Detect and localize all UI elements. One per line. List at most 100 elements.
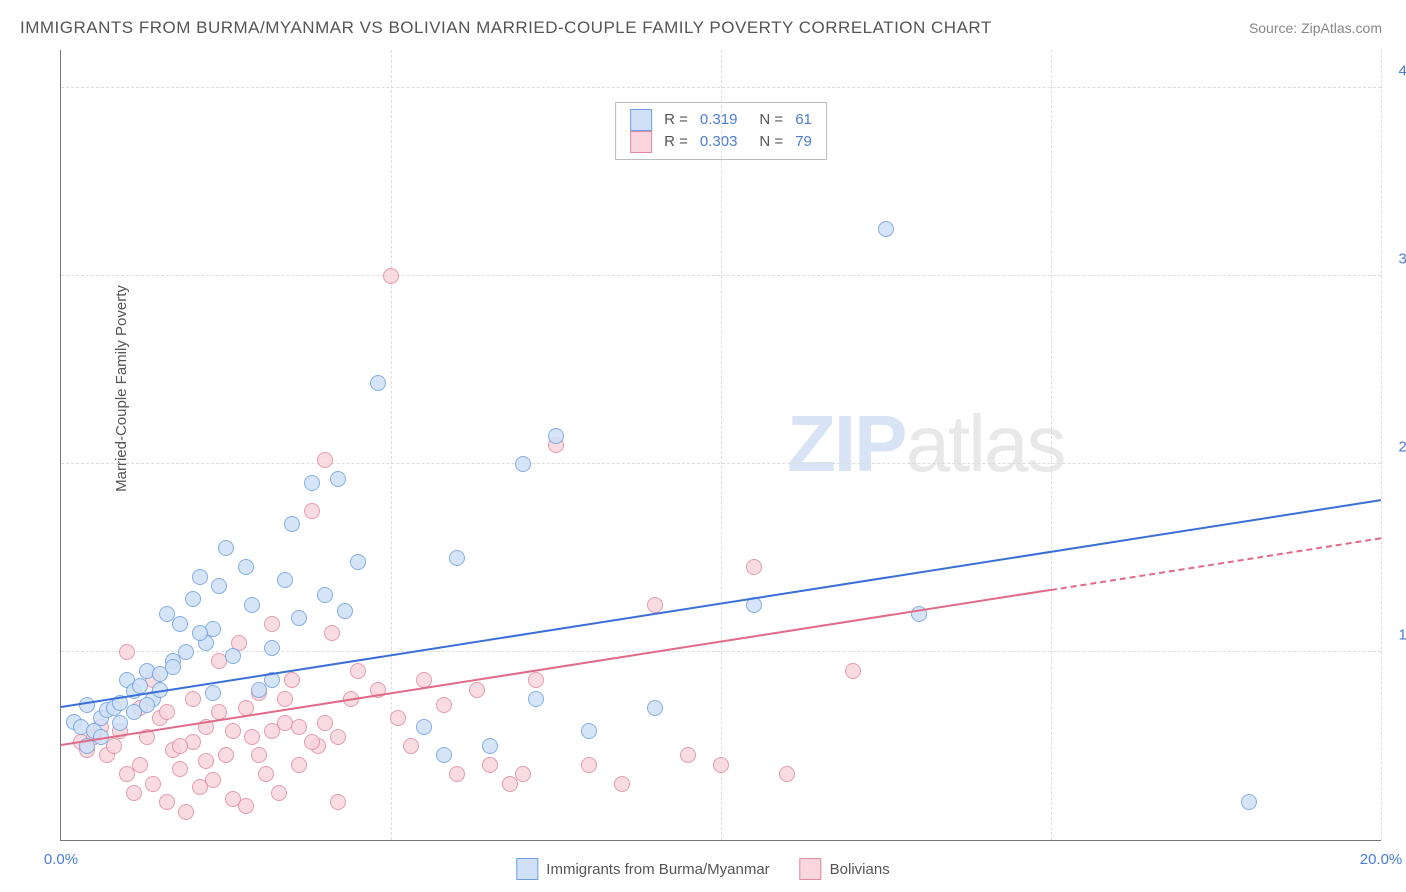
data-point: [238, 559, 254, 575]
data-point: [119, 644, 135, 660]
data-point: [304, 734, 320, 750]
data-point: [132, 757, 148, 773]
data-point: [178, 804, 194, 820]
data-point: [469, 682, 485, 698]
data-point: [350, 663, 366, 679]
data-point: [145, 776, 161, 792]
data-point: [172, 761, 188, 777]
legend-r-value: 0.303: [700, 131, 738, 153]
source-attribution: Source: ZipAtlas.com: [1249, 20, 1382, 36]
data-point: [159, 794, 175, 810]
data-point: [647, 597, 663, 613]
data-point: [218, 747, 234, 763]
legend-swatch: [630, 109, 652, 131]
data-point: [244, 729, 260, 745]
data-point: [198, 753, 214, 769]
data-point: [205, 685, 221, 701]
data-point: [251, 747, 267, 763]
data-point: [291, 719, 307, 735]
chart-title: IMMIGRANTS FROM BURMA/MYANMAR VS BOLIVIA…: [20, 18, 992, 38]
y-tick-label: 30.0%: [1386, 250, 1406, 267]
data-point: [449, 550, 465, 566]
data-point: [515, 456, 531, 472]
gridline-v: [1381, 50, 1382, 840]
data-point: [449, 766, 465, 782]
data-point: [284, 672, 300, 688]
legend-swatch: [630, 131, 652, 153]
data-point: [878, 221, 894, 237]
data-point: [317, 715, 333, 731]
data-point: [264, 723, 280, 739]
data-point: [515, 766, 531, 782]
data-point: [713, 757, 729, 773]
data-point: [416, 719, 432, 735]
data-point: [165, 659, 181, 675]
data-point: [304, 503, 320, 519]
data-point: [192, 569, 208, 585]
data-point: [218, 540, 234, 556]
data-point: [350, 554, 366, 570]
data-point: [291, 757, 307, 773]
data-point: [211, 578, 227, 594]
data-point: [205, 772, 221, 788]
data-point: [746, 559, 762, 575]
gridline-v: [721, 50, 722, 840]
data-point: [192, 625, 208, 641]
data-point: [264, 616, 280, 632]
data-point: [172, 616, 188, 632]
data-point: [172, 738, 188, 754]
legend-label: Immigrants from Burma/Myanmar: [546, 861, 769, 878]
data-point: [614, 776, 630, 792]
data-point: [482, 757, 498, 773]
trend-line: [1051, 537, 1381, 591]
x-tick-label: 20.0%: [1360, 851, 1403, 868]
data-point: [304, 475, 320, 491]
data-point: [185, 691, 201, 707]
data-point: [244, 597, 260, 613]
watermark: ZIPatlas: [787, 398, 1064, 490]
data-point: [277, 572, 293, 588]
data-point: [528, 691, 544, 707]
series-legend: Immigrants from Burma/Myanmar Bolivians: [516, 858, 889, 880]
legend-n-label: N =: [759, 109, 783, 131]
data-point: [436, 697, 452, 713]
legend-r-value: 0.319: [700, 109, 738, 131]
data-point: [106, 738, 122, 754]
data-point: [225, 723, 241, 739]
data-point: [548, 428, 564, 444]
data-point: [330, 729, 346, 745]
data-point: [185, 591, 201, 607]
y-tick-label: 20.0%: [1386, 438, 1406, 455]
data-point: [264, 640, 280, 656]
data-point: [403, 738, 419, 754]
data-point: [337, 603, 353, 619]
data-point: [112, 715, 128, 731]
data-point: [291, 610, 307, 626]
data-point: [126, 785, 142, 801]
scatter-chart: ZIPatlas R =0.319N =61R =0.303N =79 10.0…: [60, 50, 1381, 841]
data-point: [178, 644, 194, 660]
data-point: [390, 710, 406, 726]
legend-n-label: N =: [759, 131, 783, 153]
y-tick-label: 10.0%: [1386, 626, 1406, 643]
data-point: [317, 587, 333, 603]
data-point: [581, 757, 597, 773]
trend-line: [61, 589, 1051, 746]
data-point: [436, 747, 452, 763]
legend-r-label: R =: [664, 109, 688, 131]
data-point: [284, 516, 300, 532]
legend-n-value: 79: [795, 131, 812, 153]
data-point: [238, 798, 254, 814]
data-point: [779, 766, 795, 782]
gridline-v: [1051, 50, 1052, 840]
legend-swatch: [800, 858, 822, 880]
legend-label: Bolivians: [830, 861, 890, 878]
data-point: [330, 794, 346, 810]
data-point: [1241, 794, 1257, 810]
data-point: [482, 738, 498, 754]
data-point: [370, 375, 386, 391]
legend-swatch: [516, 858, 538, 880]
data-point: [139, 697, 155, 713]
x-tick-label: 0.0%: [44, 851, 78, 868]
data-point: [528, 672, 544, 688]
